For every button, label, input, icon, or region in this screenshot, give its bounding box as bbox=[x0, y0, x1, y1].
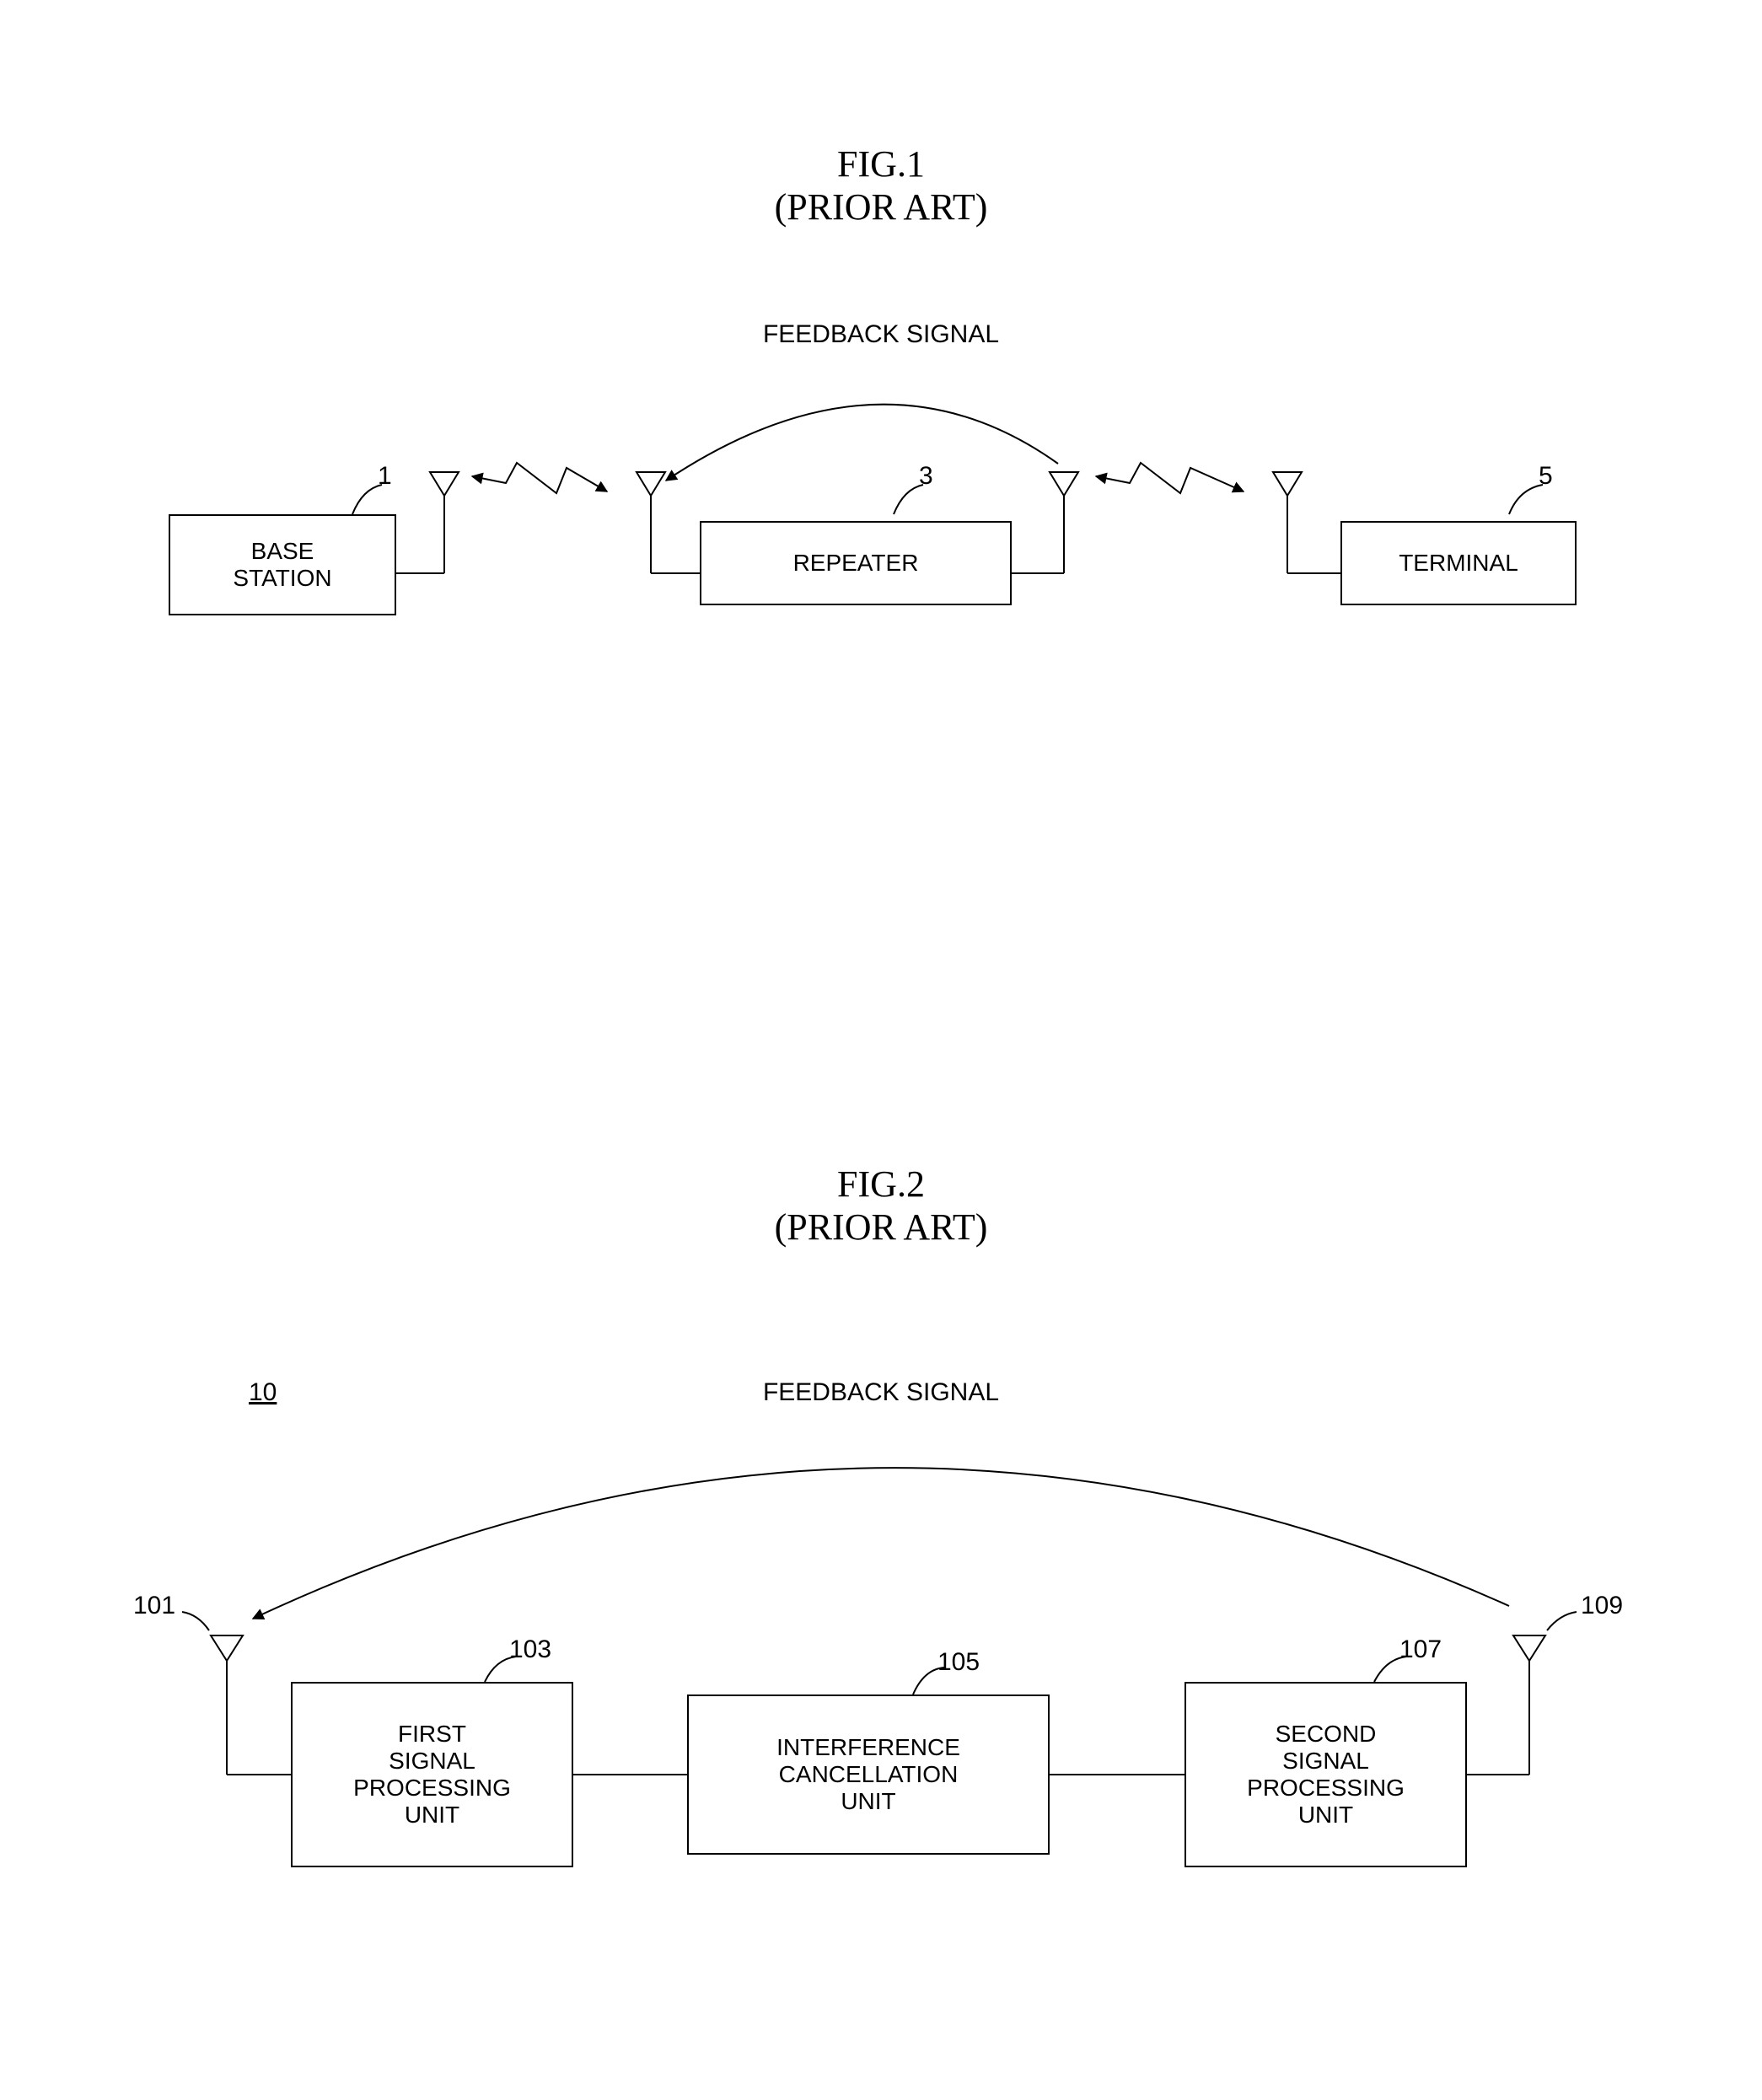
fig2-second-unit-text: SECOND SIGNAL PROCESSING UNIT bbox=[1247, 1721, 1405, 1829]
fig2-icu-box: INTERFERENCE CANCELLATION UNIT bbox=[687, 1695, 1050, 1855]
fig2-first-unit-box: FIRST SIGNAL PROCESSING UNIT bbox=[291, 1682, 573, 1867]
fig2-ref109: 109 bbox=[1581, 1592, 1623, 1620]
fig2-antenna-right bbox=[1513, 1635, 1545, 1775]
page: FIG.1 (PRIOR ART) FEEDBACK SIGNAL bbox=[0, 0, 1762, 2100]
fig2-ref105: 105 bbox=[937, 1648, 980, 1677]
fig2-ref103: 103 bbox=[509, 1635, 551, 1664]
fig2-second-unit-box: SECOND SIGNAL PROCESSING UNIT bbox=[1185, 1682, 1467, 1867]
fig2-icu-text: INTERFERENCE CANCELLATION UNIT bbox=[776, 1734, 960, 1816]
fig2-first-unit-text: FIRST SIGNAL PROCESSING UNIT bbox=[353, 1721, 511, 1829]
fig2-feedback-arc bbox=[253, 1468, 1509, 1619]
fig2-antenna-left bbox=[211, 1635, 243, 1775]
fig2-ref101: 101 bbox=[133, 1592, 175, 1620]
fig2-ref107: 107 bbox=[1399, 1635, 1442, 1664]
fig2-ref109-leader bbox=[1547, 1612, 1577, 1630]
fig2-ref101-leader bbox=[182, 1612, 209, 1630]
